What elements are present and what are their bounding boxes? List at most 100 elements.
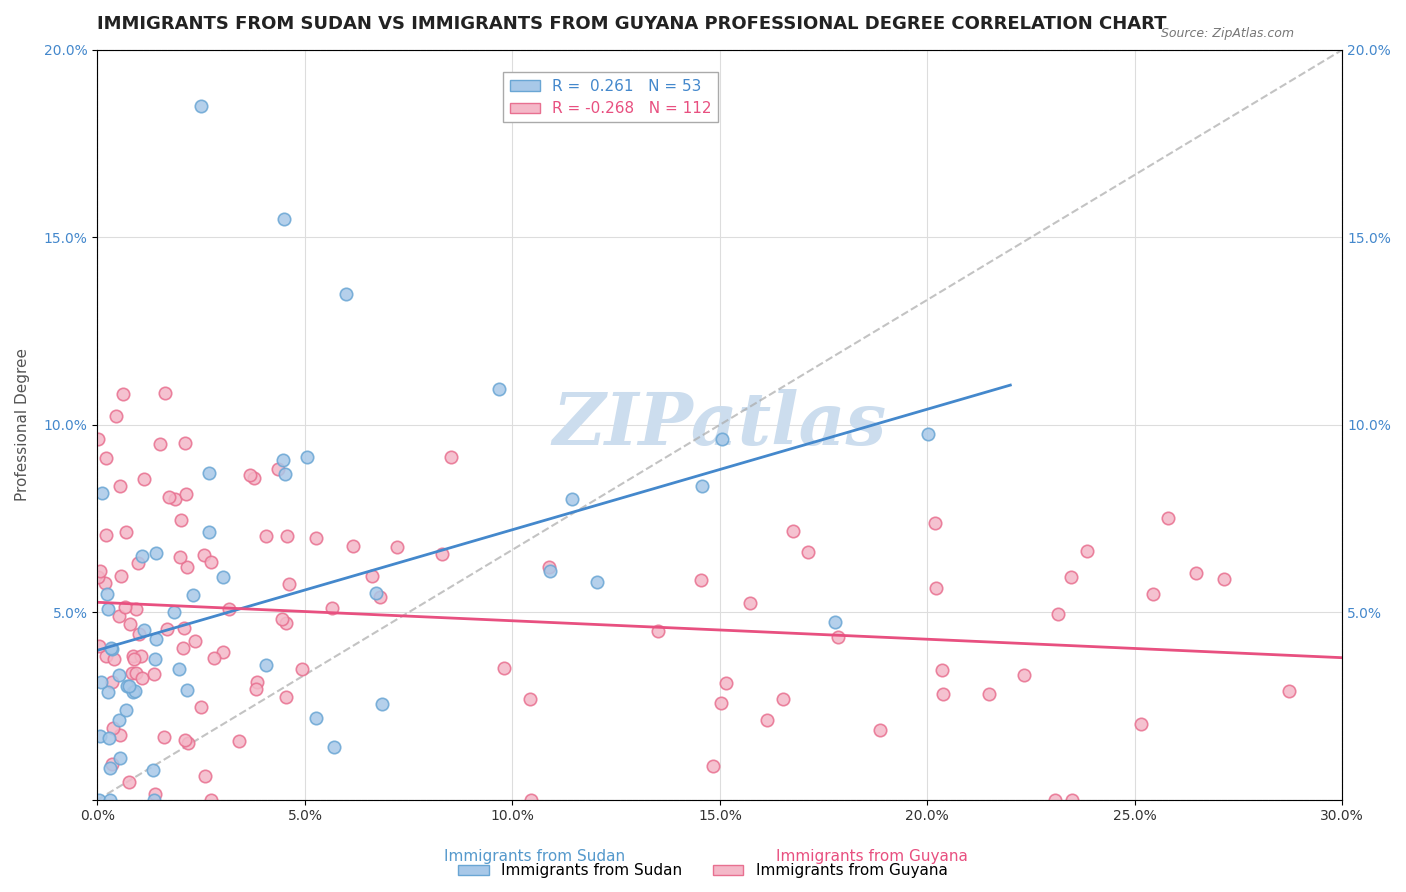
Point [101,721,124,735]
Point [297,450,319,465]
Point [100,641,122,656]
Point [538,564,561,578]
Point [932,687,955,701]
Legend: Immigrants from Sudan, Immigrants from Guyana: Immigrants from Sudan, Immigrants from G… [453,857,953,884]
Point [204,651,226,665]
Point [153,385,176,400]
Point [94,576,117,591]
Point [132,624,155,638]
Point [1213,572,1236,586]
Point [101,757,124,772]
Point [94,528,117,542]
Point [169,550,191,565]
Point [211,570,233,584]
Point [131,671,153,685]
Point [176,559,198,574]
Point [108,713,131,727]
Point [90,486,112,500]
Point [254,657,277,672]
Point [245,682,267,697]
Point [772,692,794,706]
Point [561,491,583,506]
Point [520,793,543,807]
Point [177,736,200,750]
Point [181,588,204,602]
Point [124,683,146,698]
Point [274,467,297,482]
Point [200,555,222,569]
Point [127,556,149,570]
Point [170,513,193,527]
Point [101,674,124,689]
Point [115,524,138,539]
Point [212,645,235,659]
Point [149,436,172,450]
Point [218,602,240,616]
Point [145,546,167,560]
Point [87,793,110,807]
Point [243,471,266,485]
Point [89,730,111,744]
Point [108,668,131,682]
Point [702,758,724,772]
Point [172,640,194,655]
Point [163,491,186,506]
Point [190,699,212,714]
Point [198,525,221,540]
Point [931,663,953,677]
Point [190,99,212,113]
Point [121,666,143,681]
Point [176,487,198,501]
Point [163,606,186,620]
Point [152,730,174,744]
Point [173,733,195,747]
Point [112,387,135,401]
Point [115,679,138,693]
Point [276,529,298,543]
Point [96,451,118,466]
Point [1043,793,1066,807]
Text: Source: ZipAtlas.com: Source: ZipAtlas.com [1160,27,1294,40]
Point [108,728,131,742]
Point [197,466,219,480]
Point [276,690,298,705]
Point [756,713,779,727]
Point [97,602,120,616]
Point [432,547,454,561]
Point [194,769,217,783]
Point [322,739,344,754]
Point [305,531,328,545]
Point [104,409,127,423]
Point [519,691,541,706]
Point [271,453,294,467]
Point [87,639,110,653]
Point [89,564,111,578]
Legend: R =  0.261   N = 53, R = -0.268   N = 112: R = 0.261 N = 53, R = -0.268 N = 112 [503,72,718,122]
Point [440,450,463,464]
Point [173,621,195,635]
Point [228,734,250,748]
Point [96,587,118,601]
Point [118,679,141,693]
Point [120,617,142,632]
Point [368,591,391,605]
Point [1129,717,1152,731]
Point [714,675,737,690]
Point [267,461,290,475]
Point [98,731,121,745]
Point [132,472,155,486]
Point [254,529,277,543]
Point [342,540,364,554]
Point [827,630,849,644]
Point [145,787,167,801]
Point [710,696,733,710]
Text: Immigrants from Guyana: Immigrants from Guyana [776,849,967,863]
Point [1076,544,1098,558]
Point [122,649,145,664]
Point [108,750,131,764]
Point [122,652,145,666]
Point [174,435,197,450]
Point [276,616,298,631]
Point [711,432,734,446]
Point [271,612,294,626]
